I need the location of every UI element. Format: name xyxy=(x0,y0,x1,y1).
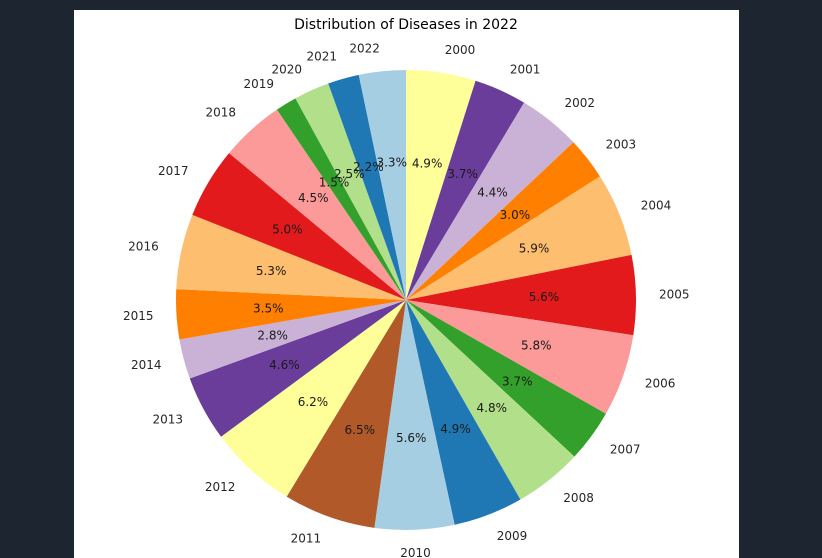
slice-percent-label: 6.5% xyxy=(345,423,376,437)
pie-slice-2010 xyxy=(374,300,455,530)
slice-percent-label: 5.9% xyxy=(519,241,550,255)
pie-slice-2009 xyxy=(406,300,521,525)
slice-percent-label: 5.0% xyxy=(272,223,303,237)
slice-percent-label: 4.5% xyxy=(298,191,329,205)
slice-category-label: 2014 xyxy=(131,358,162,372)
slice-percent-label: 6.2% xyxy=(298,395,329,409)
slice-category-label: 2005 xyxy=(659,287,690,301)
slice-category-label: 2007 xyxy=(610,443,641,457)
slice-category-label: 2009 xyxy=(497,529,528,543)
slice-percent-label: 5.8% xyxy=(521,338,552,352)
slice-percent-label: 5.6% xyxy=(396,431,427,445)
slice-category-label: 2004 xyxy=(641,199,672,213)
pie-slice-2007 xyxy=(406,300,606,457)
slice-category-label: 2015 xyxy=(123,309,154,323)
pie-slice-2003 xyxy=(406,142,600,300)
pie-slice-2002 xyxy=(406,102,574,301)
slice-category-label: 2012 xyxy=(205,480,236,494)
pie-slice-2013 xyxy=(189,300,406,437)
slice-category-label: 2018 xyxy=(205,106,236,120)
slice-percent-label: 3.7% xyxy=(502,375,533,389)
slice-percent-label: 4.9% xyxy=(412,157,443,171)
pie-slice-2006 xyxy=(406,300,634,414)
pie-slice-2016 xyxy=(176,214,406,300)
slice-percent-label: 3.0% xyxy=(500,208,531,222)
slice-category-label: 2016 xyxy=(128,239,159,253)
pie-slice-2005 xyxy=(406,254,636,336)
slice-percent-label: 2.2% xyxy=(353,160,384,174)
slice-percent-label: 4.6% xyxy=(269,358,300,372)
pie-slice-2020 xyxy=(295,83,406,300)
slice-percent-label: 4.8% xyxy=(477,401,508,415)
slice-category-label: 2003 xyxy=(606,138,637,152)
slice-category-label: 2000 xyxy=(445,43,476,57)
slice-category-label: 2001 xyxy=(510,62,541,76)
chart-title: Distribution of Diseases in 2022 xyxy=(294,17,518,33)
pie-slice-2017 xyxy=(192,153,406,300)
pie-slice-2000 xyxy=(406,70,476,300)
pie-slice-2015 xyxy=(176,289,406,340)
slice-percent-label: 5.6% xyxy=(529,290,560,304)
pie-slice-2014 xyxy=(179,300,406,379)
slice-category-label: 2020 xyxy=(272,62,303,76)
chart-figure: Distribution of Diseases in 2022 2000 200… xyxy=(74,10,739,558)
pie-slice-2021 xyxy=(328,74,406,300)
pie-slice-2018 xyxy=(229,109,406,300)
slice-percent-label: 5.3% xyxy=(256,264,287,278)
slice-category-label: 2022 xyxy=(349,41,380,55)
slice-percent-label: 2.8% xyxy=(257,329,288,343)
pie-slice-2019 xyxy=(276,98,406,300)
pie-slice-2001 xyxy=(406,80,525,300)
pie-slice-2008 xyxy=(406,300,575,500)
slice-category-label: 2019 xyxy=(243,77,274,91)
slice-category-label: 2006 xyxy=(645,376,676,390)
slice-category-label: 2017 xyxy=(158,164,189,178)
slice-category-label: 2013 xyxy=(152,413,183,427)
slice-percent-label: 4.4% xyxy=(477,185,508,199)
pie-slice-2022 xyxy=(358,70,406,300)
slice-percent-label: 4.9% xyxy=(440,422,471,436)
slice-category-label: 2008 xyxy=(563,491,594,505)
slice-category-label: 2011 xyxy=(291,531,322,545)
slice-category-label: 2021 xyxy=(307,50,338,64)
slice-percent-label: 3.3% xyxy=(376,156,407,170)
slice-percent-label: 3.7% xyxy=(447,167,478,181)
slice-category-label: 2002 xyxy=(565,96,596,110)
slice-percent-label: 1.5% xyxy=(319,175,350,189)
pie-slice-2011 xyxy=(286,300,406,528)
pie-slice-2012 xyxy=(221,300,406,497)
pie-chart: Distribution of Diseases in 2022 2000 200… xyxy=(123,17,690,558)
pie-slice-2004 xyxy=(406,176,632,300)
slice-percent-label: 3.5% xyxy=(253,302,284,316)
slice-percent-label: 2.5% xyxy=(334,167,365,181)
slice-category-label: 2010 xyxy=(400,546,431,558)
